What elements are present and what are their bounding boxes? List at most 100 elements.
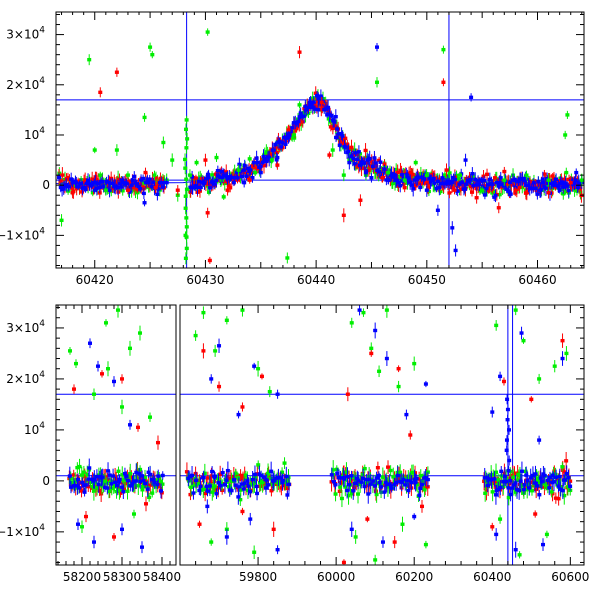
top-reference-lines [56, 12, 584, 268]
bottom-point [506, 482, 511, 494]
top-point [355, 154, 360, 165]
bottom-point [382, 485, 387, 499]
top-point [280, 138, 285, 147]
top-point [497, 190, 502, 199]
top-point [184, 183, 189, 196]
bottom-point [68, 347, 72, 355]
bottom-point [281, 473, 286, 488]
bottom-point [144, 496, 148, 512]
bottom-point [201, 343, 206, 359]
top-point [148, 42, 153, 52]
top-point [563, 175, 568, 191]
top-point [151, 177, 156, 187]
top-point [480, 186, 485, 194]
top-point [206, 169, 211, 186]
bottom-point [418, 479, 423, 498]
bottom-point [513, 541, 518, 558]
bottom-point [562, 475, 567, 485]
bottom-point [275, 545, 280, 555]
top-point [453, 171, 458, 188]
bottom-point [187, 470, 192, 483]
bottom-point [507, 455, 512, 466]
top-point [490, 179, 495, 190]
top-point [184, 211, 189, 224]
top-point [260, 159, 265, 166]
bottom-y-axis: −1×104 0 104 2×104 3×104 [0, 307, 584, 563]
top-point [261, 149, 266, 165]
bottom-point [361, 468, 366, 488]
bottom-point [395, 466, 400, 485]
top-point [70, 178, 75, 188]
bottom-point [224, 316, 229, 325]
bottom-point [527, 480, 532, 496]
bottom-point [522, 479, 527, 491]
bottom-point [533, 465, 538, 483]
top-point [512, 176, 517, 183]
top-point [134, 180, 139, 188]
bottom-point [501, 377, 506, 386]
top-point [343, 143, 348, 152]
top-point [297, 101, 302, 109]
top-point [535, 188, 540, 200]
bottom-point [138, 325, 142, 341]
bottom-point [541, 538, 546, 551]
top-point [539, 181, 544, 198]
bottom-point [120, 399, 124, 415]
bottom-x-tick-label: 58300 [103, 570, 141, 584]
bottom-point [535, 481, 540, 491]
bottom-point [560, 482, 565, 500]
bottom-point [68, 481, 73, 494]
bottom-y-tick-label: 2×104 [6, 370, 45, 386]
bottom-point [353, 530, 358, 544]
top-point [468, 173, 473, 186]
top-point [375, 42, 380, 52]
bottom-point [505, 404, 510, 415]
bottom-point [493, 484, 498, 505]
bottom-point [271, 472, 276, 489]
top-point [504, 185, 509, 193]
top-point [125, 171, 130, 180]
top-point [198, 183, 203, 192]
top-point [83, 186, 88, 193]
bottom-x-tick-label: 58200 [63, 570, 101, 584]
top-point [356, 145, 361, 159]
bottom-point [233, 468, 238, 478]
bottom-point [126, 474, 131, 488]
bottom-point [120, 523, 124, 536]
bottom-point [94, 469, 99, 484]
top-y-axis: −1×104 0 104 2×104 3×104 [0, 14, 584, 266]
bottom-point [250, 470, 255, 489]
top-point [229, 173, 234, 182]
top-point [576, 174, 581, 191]
top-point [357, 158, 362, 172]
bottom-x-tick-label: 60200 [395, 570, 433, 584]
top-point [214, 172, 219, 188]
bottom-point [377, 365, 382, 378]
bottom-point [77, 458, 82, 475]
top-point [236, 164, 241, 176]
top-point [526, 178, 531, 193]
bottom-point [349, 521, 354, 537]
bottom-axis-break-mask [176, 305, 180, 565]
bottom-point [81, 465, 86, 479]
top-point [543, 180, 548, 197]
bottom-point [496, 481, 501, 498]
bottom-point [412, 356, 417, 371]
top-point [352, 157, 357, 171]
bottom-point [400, 516, 405, 532]
top-point [70, 187, 75, 199]
bottom-point [505, 414, 510, 425]
top-point [447, 187, 452, 199]
top-point [441, 78, 446, 87]
bottom-point [490, 406, 495, 418]
bottom-point [96, 475, 101, 494]
top-point [196, 177, 201, 187]
top-point [471, 181, 476, 190]
bottom-point [261, 473, 266, 482]
bottom-point [214, 488, 219, 500]
top-point [205, 28, 210, 36]
top-point [143, 167, 148, 178]
top-point [531, 177, 536, 188]
bottom-point [553, 492, 558, 504]
top-point [353, 148, 358, 157]
